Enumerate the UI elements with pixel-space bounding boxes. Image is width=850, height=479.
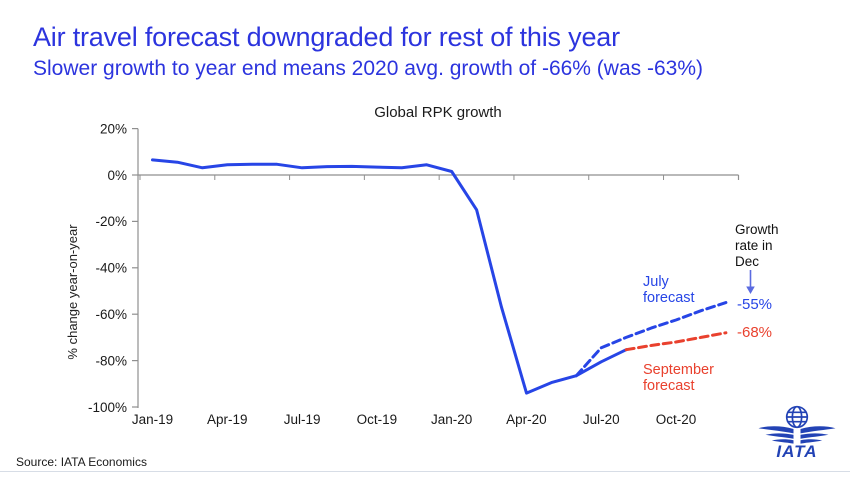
bottom-divider: [0, 471, 850, 472]
july-dec-value: -55%: [737, 296, 773, 313]
wings-icon: [758, 426, 836, 444]
page-subtitle: Slower growth to year end means 2020 avg…: [33, 57, 704, 80]
y-tick-label: -60%: [95, 307, 127, 322]
y-tick-label: 20%: [100, 121, 127, 136]
x-tick-label: Apr-20: [506, 412, 547, 427]
july-forecast-label: July forecast: [643, 274, 695, 306]
series-july-forecast: [574, 301, 728, 378]
iata-logo: IATA: [758, 405, 836, 461]
september-forecast-label: September forecast: [643, 362, 714, 394]
x-tick-label: Jan-19: [132, 412, 173, 427]
september-dec-value: -68%: [737, 324, 773, 341]
y-tick-label: -40%: [95, 261, 127, 276]
x-tick-label: Oct-20: [656, 412, 697, 427]
globe-icon: [785, 405, 809, 429]
iata-logo-text: IATA: [776, 442, 817, 461]
y-tick-label: 0%: [107, 168, 127, 183]
x-tick-label: Apr-19: [207, 412, 248, 427]
x-tick-label: Jul-19: [284, 412, 321, 427]
growth-rate-note: Growth rate in Dec: [735, 222, 779, 269]
x-tick-label: Jan-20: [431, 412, 472, 427]
y-tick-label: -100%: [88, 400, 127, 415]
series-september-forecast: [624, 331, 728, 352]
y-tick-label: -80%: [95, 353, 127, 368]
chart-title: Global RPK growth: [374, 104, 502, 121]
growth-arrow-head-icon: [746, 286, 755, 294]
source-note: Source: IATA Economics: [16, 455, 147, 469]
page-title: Air travel forecast downgraded for rest …: [33, 22, 620, 52]
x-tick-label: Jul-20: [583, 412, 620, 427]
series-actual: [151, 158, 628, 395]
y-tick-label: -20%: [95, 214, 127, 229]
x-tick-label: Oct-19: [357, 412, 398, 427]
